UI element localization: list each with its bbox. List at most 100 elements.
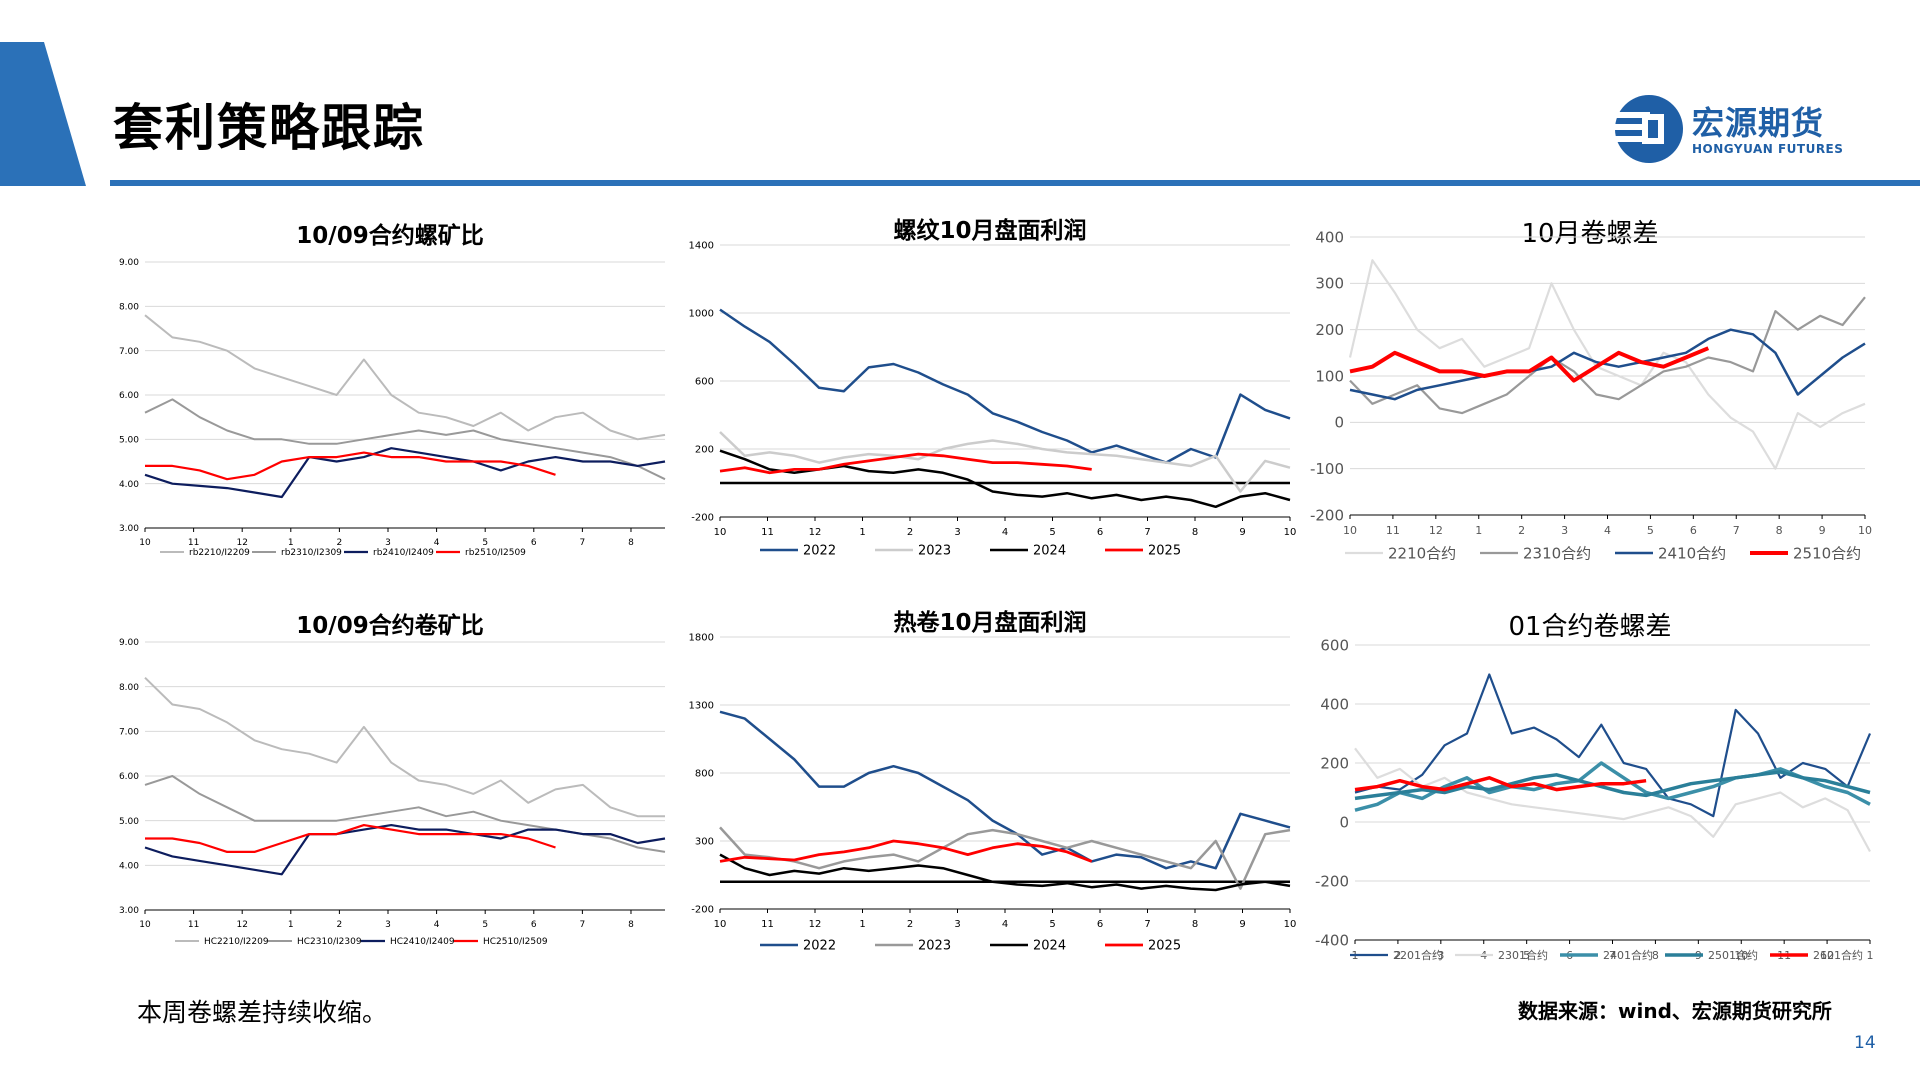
x-tick-label: 11	[1386, 524, 1400, 537]
legend-label: HC2510/I2509	[483, 937, 548, 947]
x-tick-label: 3	[1561, 524, 1568, 537]
series-line-2025	[719, 452, 1092, 475]
y-tick-label: -100	[1310, 460, 1344, 478]
y-tick-label: 200	[695, 445, 714, 456]
x-tick-label: 3	[1437, 949, 1444, 962]
legend-label: rb2410/I2409	[373, 548, 434, 558]
y-tick-label: 4.00	[119, 861, 139, 871]
x-tick-label: 3	[385, 920, 391, 930]
y-tick-label: 1000	[689, 309, 714, 320]
chart-title: 热卷10月盘面利润	[893, 610, 1087, 636]
series-line-2023	[719, 431, 1291, 493]
y-tick-label: 1800	[689, 633, 714, 644]
legend-label: 2025	[1148, 939, 1181, 954]
x-tick-label: 8	[1192, 919, 1198, 930]
series-line-2023	[719, 826, 1291, 890]
company-logo: 宏源期货 HONGYUAN FUTURES	[1610, 90, 1860, 170]
y-tick-label: 7.00	[119, 727, 139, 737]
x-tick-label: 4	[1604, 524, 1611, 537]
y-tick-label: 5.00	[119, 817, 139, 827]
legend-label: HC2310/I2309	[297, 937, 362, 947]
x-tick-label: 6	[1690, 524, 1697, 537]
y-tick-label: 400	[1320, 695, 1349, 713]
chart-title: 10/09合约卷矿比	[296, 613, 484, 639]
x-tick-label: 5	[1523, 949, 1530, 962]
legend-label: HC2410/I2409	[390, 937, 455, 947]
y-tick-label: -200	[1310, 506, 1344, 524]
legend-label: rb2310/I2309	[281, 548, 342, 558]
legend-label: 2024	[1033, 544, 1066, 559]
x-tick-label: 9	[1819, 524, 1826, 537]
legend-label: 2501合约	[1708, 948, 1758, 962]
x-tick-label: 12	[1820, 949, 1834, 962]
y-tick-label: 300	[695, 837, 714, 848]
x-tick-label: 3	[385, 538, 391, 548]
series-line-rb2510/I2509	[145, 451, 556, 481]
series-line-2410合约	[1349, 328, 1866, 401]
x-tick-label: 9	[1239, 527, 1245, 538]
x-tick-label: 12	[809, 919, 822, 930]
data-source: 数据来源：wind、宏源期货研究所	[1518, 999, 1832, 1023]
x-tick-label: 5	[1647, 524, 1654, 537]
x-tick-label: 7	[580, 920, 586, 930]
x-tick-label: 8	[1652, 949, 1659, 962]
y-tick-label: 7.00	[119, 347, 139, 357]
x-tick-label: 6	[1097, 919, 1103, 930]
x-tick-label: 1	[859, 919, 865, 930]
y-tick-label: 8.00	[119, 683, 139, 693]
legend-label: 2210合约	[1388, 544, 1456, 562]
y-tick-label: 9.00	[119, 258, 139, 268]
series-line-2601合约	[1354, 776, 1647, 792]
y-tick-label: -400	[1315, 931, 1349, 949]
legend-label: 2410合约	[1658, 544, 1726, 562]
chart-title: 10月卷螺差	[1521, 219, 1659, 249]
x-tick-label: 3	[954, 527, 960, 538]
y-tick-label: 3.00	[119, 906, 139, 916]
x-tick-label: 4	[434, 538, 440, 548]
series-line-HC2510/I2509	[145, 824, 556, 853]
x-tick-label: 12	[809, 527, 822, 538]
legend-label: 2023	[918, 544, 951, 559]
x-tick-label: 10	[714, 527, 727, 538]
chart-panel-hc-rb-spread-oct: 10月卷螺差 -200 -100 0 100 200 300 400 10 11 12 1 2 3 4 5 6…	[1300, 205, 1880, 575]
x-tick-label: 10	[1343, 524, 1357, 537]
legend-label: rb2210/I2209	[189, 548, 250, 558]
x-tick-label: 10	[1284, 919, 1297, 930]
series-line-2501合约	[1354, 770, 1871, 801]
series-line-HC2210/I2209	[144, 676, 665, 818]
y-tick-label: 600	[695, 377, 714, 388]
x-tick-label: 10	[139, 538, 151, 548]
legend-label: 2401合约	[1603, 948, 1653, 962]
legend-label: 2601合约	[1813, 948, 1863, 962]
logo-icon	[1610, 95, 1683, 163]
x-tick-label: 5	[482, 538, 488, 548]
y-tick-label: 4.00	[119, 480, 139, 490]
y-tick-label: 6.00	[119, 391, 139, 401]
x-tick-label: 6	[1097, 527, 1103, 538]
series-line-rb2410/I2409	[144, 447, 666, 499]
y-tick-label: 6.00	[119, 772, 139, 782]
x-tick-label: 4	[434, 920, 440, 930]
y-tick-label: 0	[1339, 813, 1349, 831]
x-tick-label: 8	[628, 920, 634, 930]
x-tick-label: 11	[761, 527, 774, 538]
chart-panel-hc-rb-spread-jan: 01合约卷螺差 -400-200020040060012345678910111…	[1300, 600, 1880, 970]
series-line-HC2410/I2409	[144, 824, 666, 876]
legend-label: 2023	[918, 939, 951, 954]
x-tick-label: 7	[1733, 524, 1740, 537]
legend-label: HC2210/I2209	[204, 937, 269, 947]
logo-text-en: HONGYUAN FUTURES	[1692, 142, 1844, 156]
x-tick-label: 12	[1429, 524, 1443, 537]
chart-title: 螺纹10月盘面利润	[893, 218, 1087, 244]
y-tick-label: 1400	[689, 241, 714, 252]
legend-label: 2510合约	[1793, 544, 1861, 562]
logo-text-cn: 宏源期货	[1692, 104, 1825, 142]
header-accent-shape	[0, 42, 86, 186]
legend-label: 2022	[803, 939, 836, 954]
x-tick-label: 7	[1144, 919, 1150, 930]
chart-panel-rebar-profit: 螺纹10月盘面利润 -200 200 600 1000 1400 10 11 12 1 2 3 4 5 6…	[680, 205, 1300, 575]
y-tick-label: 8.00	[119, 302, 139, 312]
